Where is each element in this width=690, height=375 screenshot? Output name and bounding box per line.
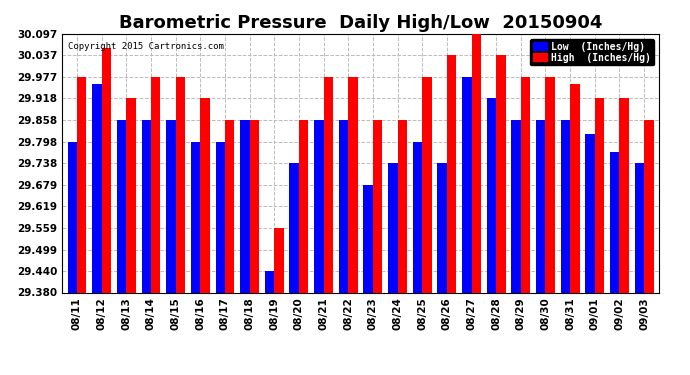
Bar bbox=[496, 56, 506, 292]
Bar bbox=[191, 142, 200, 292]
Bar bbox=[620, 98, 629, 292]
Bar bbox=[290, 163, 299, 292]
Bar bbox=[225, 120, 234, 292]
Bar bbox=[299, 120, 308, 292]
Bar bbox=[141, 120, 151, 292]
Bar bbox=[437, 163, 447, 292]
Bar bbox=[585, 134, 595, 292]
Bar bbox=[348, 77, 357, 292]
Bar bbox=[471, 34, 481, 292]
Bar bbox=[388, 163, 397, 292]
Bar bbox=[521, 77, 530, 292]
Bar bbox=[101, 48, 111, 292]
Bar bbox=[166, 120, 175, 292]
Bar bbox=[610, 153, 620, 292]
Bar bbox=[151, 77, 160, 292]
Bar bbox=[511, 120, 521, 292]
Bar bbox=[68, 142, 77, 292]
Bar bbox=[364, 184, 373, 292]
Bar bbox=[215, 142, 225, 292]
Bar bbox=[422, 77, 431, 292]
Bar bbox=[126, 98, 136, 292]
Bar bbox=[92, 84, 101, 292]
Bar bbox=[324, 77, 333, 292]
Bar bbox=[265, 271, 274, 292]
Bar bbox=[561, 120, 570, 292]
Bar bbox=[536, 120, 546, 292]
Title: Barometric Pressure  Daily High/Low  20150904: Barometric Pressure Daily High/Low 20150… bbox=[119, 14, 602, 32]
Bar bbox=[314, 120, 324, 292]
Legend: Low  (Inches/Hg), High  (Inches/Hg): Low (Inches/Hg), High (Inches/Hg) bbox=[530, 39, 654, 66]
Bar bbox=[175, 77, 185, 292]
Bar bbox=[250, 120, 259, 292]
Bar bbox=[240, 120, 250, 292]
Bar bbox=[447, 56, 456, 292]
Bar bbox=[546, 77, 555, 292]
Bar bbox=[570, 84, 580, 292]
Bar bbox=[595, 98, 604, 292]
Bar bbox=[200, 98, 210, 292]
Bar bbox=[397, 120, 407, 292]
Text: Copyright 2015 Cartronics.com: Copyright 2015 Cartronics.com bbox=[68, 42, 224, 51]
Bar bbox=[274, 228, 284, 292]
Bar bbox=[413, 142, 422, 292]
Bar bbox=[635, 163, 644, 292]
Bar bbox=[77, 77, 86, 292]
Bar bbox=[487, 98, 496, 292]
Bar bbox=[339, 120, 348, 292]
Bar bbox=[117, 120, 126, 292]
Bar bbox=[644, 120, 653, 292]
Bar bbox=[462, 77, 471, 292]
Bar bbox=[373, 120, 382, 292]
